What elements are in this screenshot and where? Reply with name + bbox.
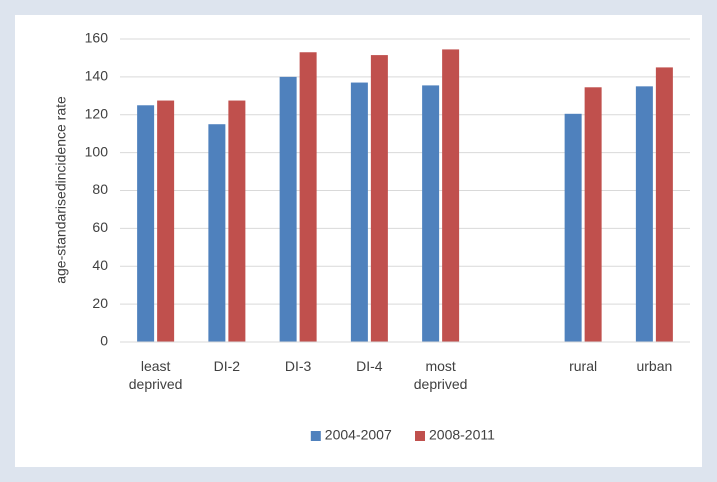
legend-label: 2004-2007 [325, 427, 392, 443]
x-tick-label: DI-3 [284, 358, 312, 374]
y-axis-label: age-standarisedincidence rate [53, 96, 69, 284]
y-tick-label: 60 [92, 219, 108, 235]
x-tick-label: most deprived [413, 358, 468, 392]
y-tick-label: 20 [92, 295, 108, 311]
bar [208, 124, 226, 342]
bar [228, 100, 246, 342]
y-tick-label: 160 [85, 30, 109, 46]
y-tick-label: 80 [92, 181, 108, 197]
legend-swatch [310, 431, 321, 441]
bar [157, 100, 175, 342]
bar [584, 87, 602, 343]
bar [370, 55, 388, 343]
bar [137, 105, 155, 342]
y-tick-label: 40 [92, 257, 108, 273]
x-tick-label: least deprived [128, 358, 183, 392]
bar [350, 82, 368, 343]
bar [299, 52, 317, 342]
bar [655, 67, 673, 342]
x-tick-label: DI-2 [213, 358, 241, 374]
bar [279, 76, 297, 342]
y-tick-label: 100 [85, 143, 109, 159]
y-tick-label: 140 [85, 68, 109, 84]
y-tick-label: 120 [85, 105, 109, 121]
legend-swatch [415, 431, 425, 441]
x-tick-label: rural [569, 358, 598, 374]
bar [564, 113, 582, 342]
x-tick-label: DI-4 [356, 358, 383, 374]
legend-label: 2008-2011 [429, 427, 495, 443]
x-tick-label: urban [636, 358, 673, 374]
bar [442, 49, 460, 343]
bar [422, 85, 440, 342]
y-tick-label: 0 [100, 333, 108, 349]
bar [635, 86, 653, 342]
